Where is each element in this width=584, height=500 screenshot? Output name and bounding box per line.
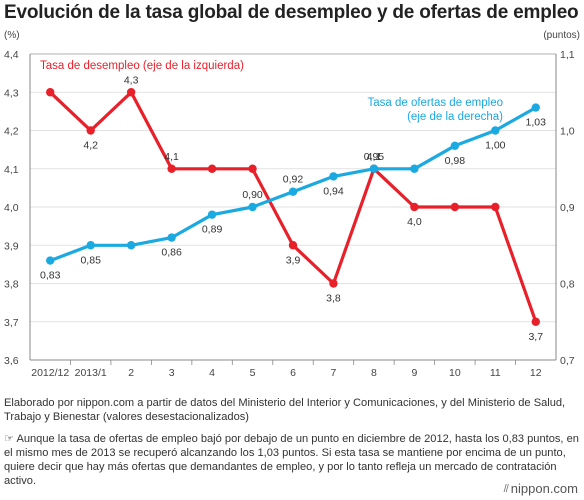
series-1-point: [288, 187, 298, 196]
x-tick-label: 6: [290, 367, 296, 379]
data-label: 3,7: [528, 331, 543, 343]
right-tick-label: 0,8: [560, 279, 575, 291]
legend-label: Tasa de desempleo (eje de la izquierda): [40, 60, 244, 72]
data-label: 4,1: [367, 151, 382, 163]
left-tick-label: 3,7: [4, 317, 19, 329]
chart-title: Evolución de la tasa global de desempleo…: [4, 2, 579, 23]
data-label: 4,3: [124, 74, 139, 86]
x-tick-label: 9: [411, 367, 417, 379]
pointing-hand-icon: ☞: [4, 433, 14, 445]
data-label: 4,0: [407, 216, 422, 228]
series-0-point: [86, 126, 95, 135]
series-0-point: [288, 241, 298, 250]
x-tick-label: 8: [371, 367, 377, 379]
data-label: 0,90: [242, 189, 263, 201]
right-tick-label: 0,7: [560, 355, 575, 367]
dual-axis-line-chart: 3,6 3,7 3,8 3,9 4,0 4,1 4,2 4,3 4,4 0,7 0,8 0,9 1,0 1…: [4, 30, 580, 379]
x-tick-label: 11: [490, 367, 501, 379]
left-tick-label: 4,2: [4, 126, 19, 138]
data-label: 4,2: [83, 140, 98, 152]
left-tick-label: 4,0: [4, 202, 19, 214]
source-note: Elaborado por nippon.com a partir de dat…: [4, 397, 566, 423]
x-tick-label: 7: [331, 367, 337, 379]
data-labels: 4,2 4,3 4,1 3,9 3,8 4,1 4,0 3,7 0,83 0,85 0,86 0,89…: [40, 74, 546, 343]
series-0-point: [450, 202, 460, 212]
note-text: Aunque la tasa de ofertas de empleo bajó…: [4, 433, 579, 487]
left-tick-label: 4,1: [4, 164, 19, 176]
brand-logo: // nippon.com: [504, 481, 578, 496]
data-label: 0,92: [283, 174, 304, 186]
series-1-point: [207, 210, 217, 219]
data-label: 3,8: [326, 293, 341, 305]
x-tick-label: 2013/1: [75, 367, 107, 379]
series-lines: [46, 88, 540, 326]
explanatory-note: ☞ Aunque la tasa de ofertas de empleo ba…: [4, 432, 582, 488]
data-label: 0,86: [161, 247, 182, 259]
data-label: 4,1: [164, 151, 179, 163]
series-1-point: [167, 233, 176, 242]
series-1-point: [491, 126, 500, 135]
series-0-point: [207, 164, 217, 173]
legend-label: Tasa de ofertas de empleo: [367, 97, 503, 109]
x-tick-label: 5: [250, 367, 256, 379]
right-axis-unit: (puntos): [543, 30, 580, 41]
left-tick-label: 3,6: [4, 355, 19, 367]
series-1-point: [86, 241, 95, 250]
series-1-point: [369, 164, 379, 173]
series-0-point: [248, 164, 257, 173]
series-1-point: [248, 202, 257, 212]
right-tick-label: 1,1: [560, 49, 575, 61]
series-0-point: [46, 88, 55, 97]
series-0-point: [491, 202, 500, 212]
series-1-point: [329, 172, 338, 181]
series-1-point: [450, 141, 460, 150]
series-0-point: [329, 279, 338, 288]
series-0-point: [126, 88, 136, 97]
data-label: 0,95: [364, 151, 385, 163]
data-label: 0,94: [323, 185, 344, 197]
series-0-point: [531, 317, 540, 326]
x-tick-label: 2012/12: [31, 367, 69, 379]
data-label: 0,83: [40, 270, 61, 282]
series-0-point: [167, 164, 176, 173]
legend-label: (eje de la derecha): [407, 111, 503, 123]
axes: 3,6 3,7 3,8 3,9 4,0 4,1 4,2 4,3 4,4 0,7 0,8 0,9 1,0 1…: [4, 30, 580, 379]
series-0-point: [410, 202, 419, 212]
data-label: 0,98: [445, 155, 466, 167]
left-tick-label: 3,8: [4, 279, 19, 291]
left-tick-label: 4,4: [4, 49, 19, 61]
brand-slash-icon: //: [503, 482, 509, 495]
data-label: 0,89: [202, 224, 223, 236]
left-tick-label: 4,3: [4, 87, 19, 99]
right-tick-label: 1,0: [560, 126, 575, 138]
data-label: 0,85: [80, 254, 101, 266]
series-1-point: [126, 241, 136, 250]
series-1-point: [531, 103, 540, 112]
series-1-point: [410, 164, 419, 173]
x-tick-label: 2: [128, 367, 134, 379]
x-tick-label: 12: [530, 367, 542, 379]
right-tick-label: 0,9: [560, 202, 575, 214]
legend: Tasa de desempleo (eje de la izquierda) T…: [40, 60, 503, 123]
left-tick-label: 3,9: [4, 240, 19, 252]
x-tick-label: 4: [209, 367, 215, 379]
x-tick-label: 3: [169, 367, 175, 379]
series-1-point: [46, 256, 55, 265]
left-axis-unit: (%): [4, 30, 20, 41]
brand-name: nippon.com: [510, 481, 578, 496]
data-label: 1,00: [485, 140, 506, 152]
data-label: 1,03: [526, 117, 547, 129]
x-tick-label: 10: [449, 367, 461, 379]
data-label: 3,9: [286, 254, 301, 266]
